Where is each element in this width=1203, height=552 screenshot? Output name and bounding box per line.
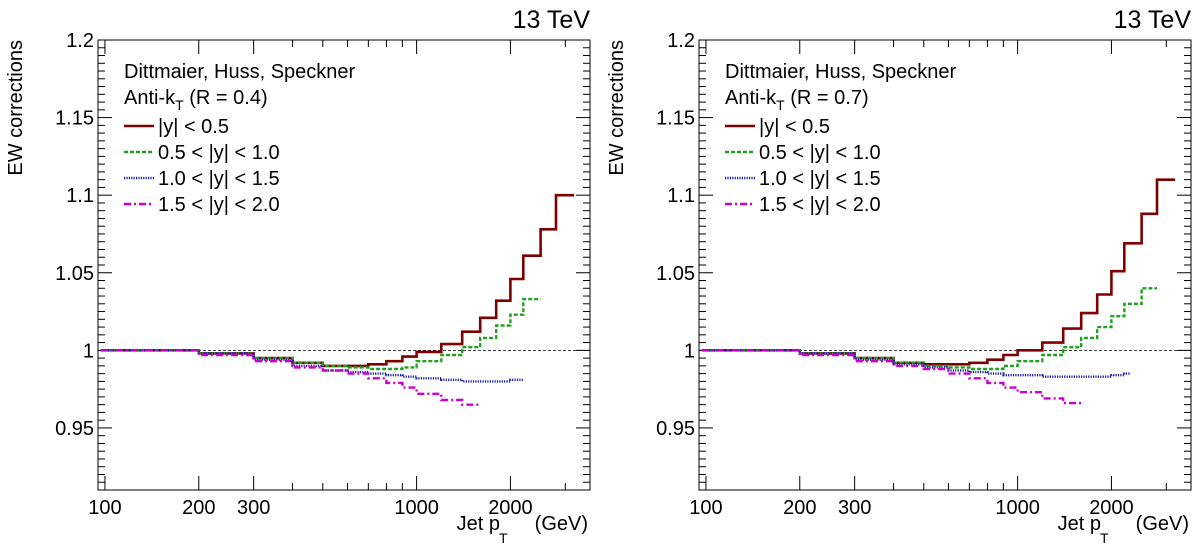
x-axis-label-subscript: T bbox=[499, 530, 508, 546]
energy-label: 13 TeV bbox=[1114, 6, 1192, 34]
legend-entry: 1.5 < |y| < 2.0 bbox=[158, 194, 280, 216]
x-axis-unit: (GeV) bbox=[1136, 513, 1189, 535]
y-axis-label: EW corrections bbox=[5, 40, 27, 176]
y-tick-label: 1 bbox=[684, 340, 695, 362]
legend-entry: |y| < 0.5 bbox=[759, 116, 830, 138]
y-tick-label: 1.05 bbox=[55, 263, 94, 285]
x-tick-label: 100 bbox=[689, 497, 722, 519]
legend-entry: |y| < 0.5 bbox=[158, 116, 229, 138]
x-tick-label: 300 bbox=[838, 497, 871, 519]
series-line bbox=[100, 349, 524, 383]
x-axis-unit: (GeV) bbox=[535, 513, 588, 535]
y-tick-label: 1.1 bbox=[667, 185, 695, 207]
chart-panel: 100 200 300 1000 2000 0.95 1 1.05 1.1 1.15 1.2 13 T… bbox=[606, 6, 1192, 546]
legend-header: Dittmaier, Huss, Speckner bbox=[124, 61, 356, 83]
x-tick-label: 2000 bbox=[488, 497, 533, 519]
y-tick-label: 1.05 bbox=[656, 263, 695, 285]
series-line bbox=[701, 349, 1131, 378]
y-tick-label: 1.2 bbox=[667, 30, 695, 52]
chart-panel: 100 200 300 1000 2000 0.95 1 1.05 1.1 1.15 1.2 13 T… bbox=[5, 6, 591, 546]
legend-header: Anti-kT (R = 0.7) bbox=[725, 87, 869, 113]
y-tick-label: 1.15 bbox=[55, 108, 94, 130]
legend-header: Anti-kT (R = 0.4) bbox=[124, 87, 268, 113]
y-tick-label: 1.15 bbox=[656, 108, 695, 130]
x-tick-label: 200 bbox=[182, 497, 215, 519]
x-axis-label: Jet p bbox=[1058, 513, 1101, 535]
y-tick-label: 0.95 bbox=[656, 418, 695, 440]
legend: Dittmaier, Huss, Speckner Anti-kT (R = 0.… bbox=[725, 61, 957, 216]
energy-label: 13 TeV bbox=[513, 6, 591, 34]
y-tick-label: 1 bbox=[83, 340, 94, 362]
legend-header: Dittmaier, Huss, Speckner bbox=[725, 61, 957, 83]
x-tick-label: 1000 bbox=[995, 497, 1040, 519]
series-line bbox=[100, 297, 541, 371]
x-axis-label-subscript: T bbox=[1100, 530, 1109, 546]
x-tick-label: 100 bbox=[88, 497, 121, 519]
legend-entry: 0.5 < |y| < 1.0 bbox=[759, 142, 881, 164]
series-line bbox=[701, 287, 1157, 371]
x-axis-label: Jet p bbox=[457, 513, 500, 535]
x-tick-label: 200 bbox=[783, 497, 816, 519]
y-tick-label: 1.2 bbox=[66, 30, 94, 52]
y-tick-label: 1.1 bbox=[66, 185, 94, 207]
legend: Dittmaier, Huss, Speckner Anti-kT (R = 0.… bbox=[124, 61, 356, 216]
legend-entry: 1.0 < |y| < 1.5 bbox=[759, 168, 881, 190]
series-line bbox=[100, 193, 575, 368]
legend-entry: 1.5 < |y| < 2.0 bbox=[759, 194, 881, 216]
x-tick-label: 300 bbox=[237, 497, 270, 519]
legend-entry: 1.0 < |y| < 1.5 bbox=[158, 168, 280, 190]
y-axis-label: EW corrections bbox=[606, 40, 628, 176]
x-tick-label: 2000 bbox=[1089, 497, 1134, 519]
x-tick-label: 1000 bbox=[394, 497, 439, 519]
series-line bbox=[100, 349, 481, 406]
y-tick-label: 0.95 bbox=[55, 418, 94, 440]
legend-entry: 0.5 < |y| < 1.0 bbox=[158, 142, 280, 164]
